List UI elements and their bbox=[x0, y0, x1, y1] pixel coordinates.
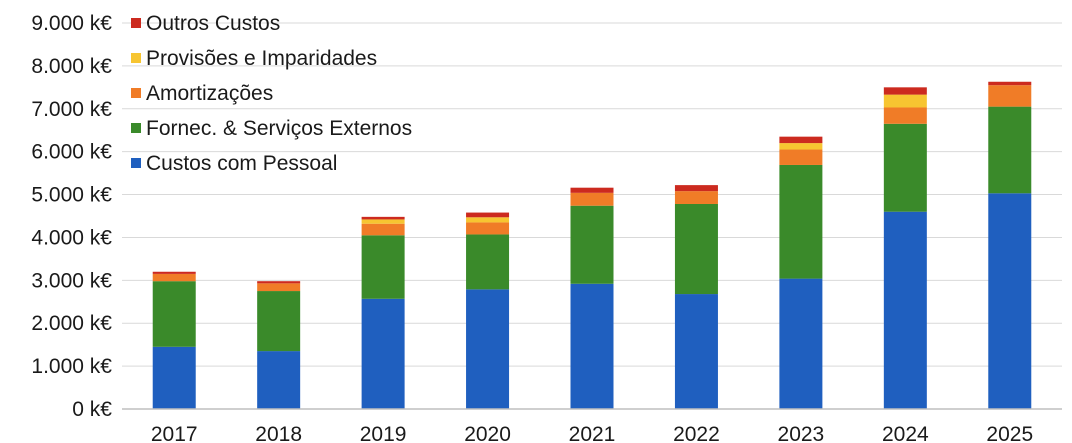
y-tick-label: 3.000 k€ bbox=[31, 269, 112, 292]
y-tick-label: 7.000 k€ bbox=[31, 98, 112, 121]
bar-segment bbox=[570, 283, 614, 409]
bar-segment bbox=[570, 192, 614, 206]
bar-segment bbox=[466, 234, 510, 290]
x-tick-label: 2017 bbox=[151, 423, 198, 443]
y-tick-label: 1.000 k€ bbox=[31, 355, 112, 378]
legend-label: Custos com Pessoal bbox=[146, 152, 337, 175]
bar-segment bbox=[988, 81, 1032, 86]
legend-label: Outros Custos bbox=[146, 12, 280, 35]
bar-segment bbox=[466, 212, 510, 218]
x-tick-labels: 2017 2018 2019 2020 2021 2022 2023 2024 2025 bbox=[151, 423, 1033, 443]
bar-segment bbox=[257, 283, 301, 292]
legend-swatch bbox=[131, 158, 141, 168]
bar-segment bbox=[883, 94, 927, 108]
bar-segment bbox=[988, 106, 1032, 194]
bar-segment bbox=[152, 271, 196, 274]
bar-segment bbox=[152, 273, 196, 282]
y-tick-label: 8.000 k€ bbox=[31, 55, 112, 78]
bar-segment bbox=[257, 351, 301, 409]
bar-segment bbox=[570, 187, 614, 193]
x-tick-label: 2024 bbox=[882, 423, 929, 443]
legend-label: Amortizações bbox=[146, 82, 273, 105]
x-tick-label: 2019 bbox=[360, 423, 407, 443]
bar-segment bbox=[883, 123, 927, 212]
bar-segment bbox=[257, 281, 301, 284]
bar-segment bbox=[779, 164, 823, 279]
y-tick-labels: 0 k€ 1.000 k€ 2.000 k€ 3.000 k€ 4.000 k€ 5.00… bbox=[31, 12, 112, 421]
legend-label: Provisões e Imparidades bbox=[146, 47, 377, 70]
bar-segment bbox=[779, 149, 823, 165]
bar-segment bbox=[361, 298, 405, 409]
legend-swatch bbox=[131, 88, 141, 98]
bar-segment bbox=[988, 193, 1032, 409]
bar-segment bbox=[674, 185, 718, 192]
y-tick-label: 2.000 k€ bbox=[31, 312, 112, 335]
bar-segment bbox=[257, 291, 301, 352]
bar-segment bbox=[361, 223, 405, 236]
x-tick-label: 2022 bbox=[673, 423, 720, 443]
bar-segment bbox=[152, 346, 196, 409]
bar-segment bbox=[152, 281, 196, 347]
x-tick-label: 2025 bbox=[986, 423, 1033, 443]
legend-swatch bbox=[131, 123, 141, 133]
x-tick-label: 2020 bbox=[464, 423, 511, 443]
bar-segment bbox=[361, 219, 405, 224]
bar-segment bbox=[988, 85, 1032, 107]
y-tick-label: 0 k€ bbox=[72, 398, 112, 421]
bar-segment bbox=[883, 107, 927, 124]
bar-segment bbox=[883, 211, 927, 409]
x-tick-label: 2018 bbox=[255, 423, 302, 443]
bar-segment bbox=[779, 143, 823, 150]
bar-segment bbox=[674, 203, 718, 295]
legend-swatch bbox=[131, 18, 141, 28]
bar-segment bbox=[674, 191, 718, 204]
bar-segment bbox=[466, 289, 510, 409]
y-tick-label: 6.000 k€ bbox=[31, 141, 112, 164]
bar-segment bbox=[466, 217, 510, 223]
legend-swatch bbox=[131, 53, 141, 63]
legend: Outros Custos Provisões e Imparidades Amor… bbox=[131, 12, 412, 175]
bar-segment bbox=[361, 235, 405, 299]
bar-segment bbox=[883, 87, 927, 95]
bar-segment bbox=[570, 205, 614, 284]
bar-segment bbox=[361, 216, 405, 220]
y-tick-label: 4.000 k€ bbox=[31, 226, 112, 249]
bars bbox=[152, 81, 1032, 409]
bar-segment bbox=[674, 294, 718, 409]
bar-segment bbox=[466, 222, 510, 235]
y-tick-label: 9.000 k€ bbox=[31, 12, 112, 35]
legend-label: Fornec. & Serviços Externos bbox=[146, 117, 412, 140]
bar-segment bbox=[779, 278, 823, 409]
bar-segment bbox=[779, 136, 823, 144]
x-tick-label: 2023 bbox=[778, 423, 825, 443]
y-tick-label: 5.000 k€ bbox=[31, 184, 112, 207]
x-tick-label: 2021 bbox=[569, 423, 616, 443]
